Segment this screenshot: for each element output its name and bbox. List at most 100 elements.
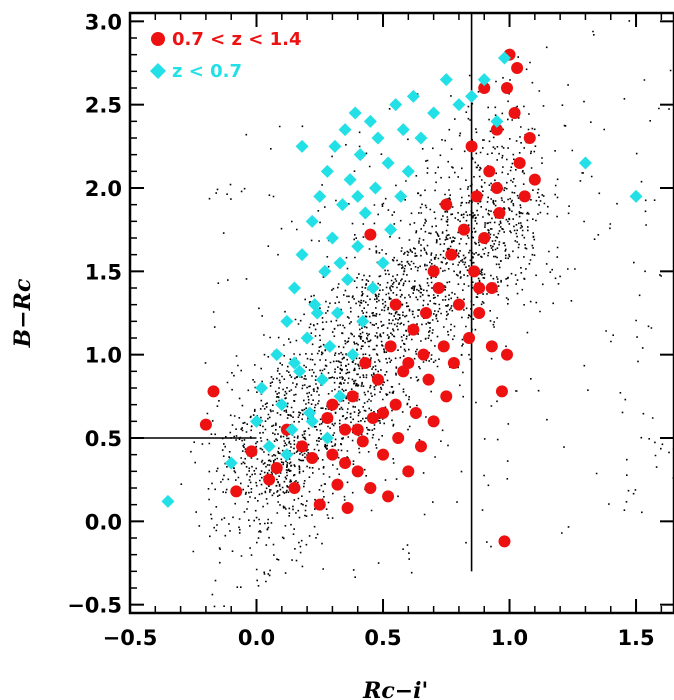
data-point [485,282,498,294]
x-axis-label: Rc−i' [362,678,428,700]
data-point [407,323,420,336]
data-point [348,106,362,120]
data-point [321,412,334,424]
data-point [366,412,379,424]
data-point [382,490,395,503]
data-point [366,281,380,295]
data-point [353,148,367,162]
data-point [440,198,453,211]
data-point [351,465,364,478]
data-point [465,140,478,153]
y-tick-label: 1.5 [85,260,122,284]
data-point [377,407,390,419]
data-point [513,157,526,169]
data-point [440,390,453,403]
data-point [447,357,460,369]
data-point [338,123,352,137]
data-point [463,332,476,344]
data-point [313,498,326,511]
data-point [339,423,352,436]
y-tick-label: −0.5 [67,594,122,618]
data-point [523,132,536,144]
x-tick-label: −0.5 [103,626,158,650]
data-point [293,364,307,378]
data-point [341,273,355,287]
data-point [495,385,508,398]
data-point [468,265,481,278]
data-point [439,73,453,87]
data-point [406,89,420,103]
data-point [414,440,427,453]
x-tick-label: 0.0 [238,626,275,650]
y-tick-label: 2.0 [85,177,122,201]
data-point [371,373,384,386]
data-point [363,114,377,128]
data-point [445,248,458,261]
data-point [629,189,643,203]
x-tick-label: 0.5 [364,626,401,650]
data-point [396,123,410,137]
data-point [333,389,347,403]
data-point [364,482,377,494]
data-point [331,478,344,491]
data-point [389,398,402,411]
data-point [280,448,294,462]
legend-marker-circle [151,32,165,46]
legend-label: z < 0.7 [172,61,242,82]
y-tick-label: 0.5 [85,427,122,451]
data-point [384,223,398,237]
data-point [483,165,496,178]
data-point [341,502,354,514]
series-cyan-lowz [161,51,643,508]
data-point [409,407,422,419]
data-point [402,357,415,369]
data-point [330,306,344,320]
data-point [320,431,334,445]
data-point [359,357,372,369]
data-point [300,331,314,345]
data-point [490,123,503,136]
y-tick-label: 3.0 [85,10,122,34]
data-point [508,107,521,119]
data-point [452,298,465,311]
data-point [305,214,319,228]
legend: 0.7 < z < 1.4 z < 0.7 [150,29,301,82]
data-point [477,73,491,87]
data-point [490,182,503,194]
data-point [402,465,415,478]
axes-box [128,11,674,615]
y-tick-label: 2.5 [85,94,122,118]
data-point [493,207,506,219]
axis-ticks: −0.5 0.0 0.5 1.0 1.5 −0.5 0.0 0.5 1.0 1.5 2.0 2.5 3.… [67,10,674,650]
data-point [528,173,541,186]
data-point [351,239,365,253]
data-point [326,398,339,411]
data-point [427,106,441,120]
data-point [457,223,470,236]
data-series [161,48,643,548]
data-point [473,282,486,294]
x-tick-label: 1.0 [491,626,528,650]
y-tick-label: 0.0 [85,510,122,534]
data-point [358,206,372,220]
data-point [389,298,402,311]
data-point [285,423,299,437]
data-point [318,264,332,278]
data-point [207,385,220,398]
data-point [356,435,369,448]
data-point [437,340,450,353]
data-point [392,432,405,444]
data-point [288,482,301,494]
data-point [351,423,364,436]
data-point [296,440,309,453]
data-point [485,340,498,353]
data-point [262,439,276,453]
data-point [422,373,435,386]
y-axis-label: B−Rc [10,278,36,348]
data-point [333,256,347,270]
data-point [343,173,357,187]
plot-frame [128,11,674,615]
data-point [339,457,352,469]
data-point [394,189,408,203]
data-point [346,348,360,362]
